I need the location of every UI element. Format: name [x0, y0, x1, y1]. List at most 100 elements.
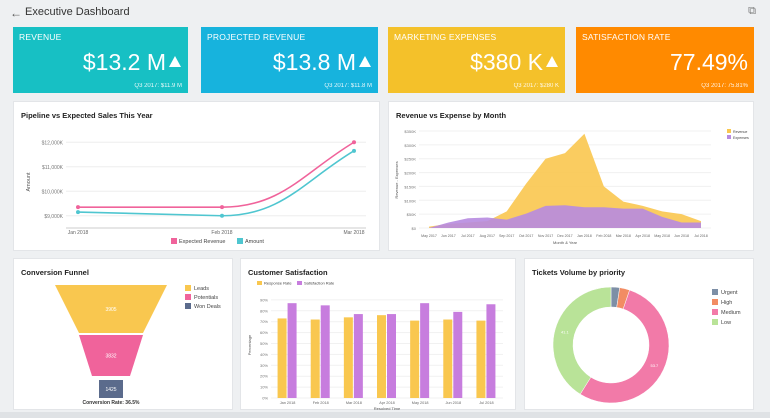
revenue-expense-chart[interactable]: $0 $50K $100K $150K $200K $250K $300K $350K May …	[389, 102, 755, 252]
y-axis-label: Percentage	[247, 334, 252, 355]
legend-swatch	[257, 281, 262, 285]
kpi-revenue[interactable]: REVENUE $13.2 M Q3 2017: $11.9 M	[13, 27, 188, 93]
revenue-expense-chart-card: Revenue vs Expense by Month $0 $50K $100K $…	[388, 101, 754, 251]
x-tick-label: Jun 2018	[445, 401, 461, 405]
x-axis-label: Month & Year	[553, 240, 578, 245]
y-tick-label: $200K	[404, 171, 416, 176]
customer-satisfaction-chart[interactable]: 0% 10% 20% 30% 40% 50% 60% 70% 80% 90% Jan 2018 Feb…	[241, 259, 517, 411]
legend-label: Medium	[721, 310, 741, 316]
data-point	[220, 213, 224, 218]
x-tick-label: Jul 2018	[479, 401, 493, 405]
data-point	[76, 210, 80, 215]
bar-satisfaction-rate	[320, 305, 330, 398]
chart-title: Pipeline vs Expected Sales This Year	[21, 111, 153, 120]
funnel-value-label: 1425	[105, 387, 116, 393]
external-link-icon[interactable]: ⧉	[748, 5, 756, 17]
y-tick-label: 10%	[260, 385, 268, 390]
bar-response-rate	[476, 320, 486, 398]
trend-up-icon	[546, 56, 558, 67]
pipeline-chart[interactable]: $9,000K $10,000K $11,000K $12,000K Jan 2018 F…	[14, 102, 381, 252]
kpi-projected-revenue[interactable]: PROJECTED REVENUE $13.8 M Q3 2017: $11.8…	[201, 27, 378, 93]
y-tick-label: $9,000K	[44, 214, 63, 220]
y-tick-label: 50%	[260, 341, 268, 346]
legend-swatch	[727, 129, 731, 133]
kpi-label: PROJECTED REVENUE	[207, 32, 306, 42]
legend-swatch	[185, 303, 191, 309]
legend-swatch	[712, 289, 718, 295]
x-tick-label: Jan 2018	[68, 230, 89, 236]
tickets-priority-chart[interactable]: 53.7 41.1 Urgent High Medium Low	[525, 259, 755, 411]
conversion-funnel-chart[interactable]: 3905 3832 1425 Conversion Rate: 36.5% Leads P…	[14, 259, 234, 411]
bar-response-rate	[343, 317, 353, 398]
legend-swatch	[237, 238, 243, 244]
bar-satisfaction-rate	[486, 304, 496, 398]
kpi-satisfaction-rate[interactable]: SATISFACTION RATE 77.49% Q3 2017: 75.81%	[576, 27, 754, 93]
y-tick-label: 0%	[262, 396, 268, 401]
legend-swatch	[712, 309, 718, 315]
x-tick-label: Mar 2018	[616, 234, 631, 238]
funnel-segment-potentials	[79, 335, 143, 376]
bar-response-rate	[410, 320, 420, 398]
y-tick-label: 90%	[260, 297, 268, 302]
y-axis-label: Amount	[26, 172, 32, 191]
x-tick-label: Jan 2018	[280, 401, 296, 405]
x-tick-label: Dec 2017	[557, 234, 572, 238]
funnel-segment-leads	[55, 285, 167, 333]
y-tick-label: 20%	[260, 374, 268, 379]
area-expenses	[429, 205, 701, 228]
header-bar: ← Executive Dashboard ⧉	[0, 0, 770, 26]
page-title: Executive Dashboard	[25, 6, 130, 18]
series-line-amount	[77, 150, 355, 217]
y-tick-label: $12,000K	[42, 140, 64, 146]
y-tick-label: $50K	[407, 212, 417, 217]
kpi-comparison: Q3 2017: 75.81%	[701, 83, 748, 89]
kpi-value: $13.8 M	[272, 49, 356, 75]
kpi-label: SATISFACTION RATE	[582, 32, 671, 42]
conversion-rate-label: Conversion Rate: 36.5%	[83, 400, 141, 406]
chart-title: Customer Satisfaction	[248, 268, 328, 277]
legend-swatch	[185, 285, 191, 291]
kpi-value: 77.49%	[669, 49, 748, 75]
legend-label: Leads	[194, 286, 209, 292]
x-tick-label: Jun 2018	[674, 234, 689, 238]
funnel-segment-won-deals	[99, 380, 123, 398]
y-tick-label: 70%	[260, 319, 268, 324]
bar-response-rate	[377, 315, 386, 398]
slice-value-label: 41.1	[561, 329, 570, 334]
y-tick-label: $300K	[404, 143, 416, 148]
data-point	[352, 140, 356, 145]
trend-up-icon	[169, 56, 181, 67]
x-tick-label: Apr 2018	[635, 234, 650, 238]
legend-label: Low	[721, 320, 731, 326]
y-tick-label: 30%	[260, 363, 268, 368]
legend-label: Revenue	[733, 130, 747, 134]
data-point	[76, 205, 80, 210]
funnel-value-label: 3905	[105, 307, 116, 313]
legend-swatch	[727, 135, 731, 139]
legend-swatch	[297, 281, 302, 285]
x-tick-label: May 2018	[654, 234, 670, 238]
y-axis-label: Revenue - Expenses	[394, 161, 399, 198]
kpi-value: $380 K	[470, 49, 543, 75]
y-tick-label: $11,000K	[42, 165, 64, 171]
funnel-value-label: 3832	[105, 354, 116, 360]
legend-swatch	[185, 294, 191, 300]
x-tick-label: Jan 2018	[577, 234, 592, 238]
data-point	[352, 148, 356, 153]
kpi-comparison: Q3 2017: $11.8 M	[324, 83, 372, 89]
donut-slice-medium	[579, 289, 670, 404]
donut-slice-low	[552, 286, 612, 395]
bar-satisfaction-rate	[453, 311, 463, 398]
bar-response-rate	[277, 318, 287, 398]
y-tick-label: $10,000K	[42, 189, 64, 195]
chart-title: Revenue vs Expense by Month	[396, 111, 507, 120]
arrow-left-icon[interactable]: ←	[10, 6, 22, 20]
y-tick-label: $350K	[404, 129, 416, 134]
kpi-marketing-expenses[interactable]: MARKETING EXPENSES $380 K Q3 2017: $280 …	[388, 27, 565, 93]
x-tick-label: Feb 2018	[313, 401, 329, 405]
x-tick-label: Feb 2018	[596, 234, 611, 238]
y-tick-label: 80%	[260, 308, 268, 313]
kpi-value: $13.2 M	[82, 49, 166, 75]
x-tick-label: Mar 2018	[346, 401, 362, 405]
x-tick-label: Jul 2017	[461, 234, 475, 238]
